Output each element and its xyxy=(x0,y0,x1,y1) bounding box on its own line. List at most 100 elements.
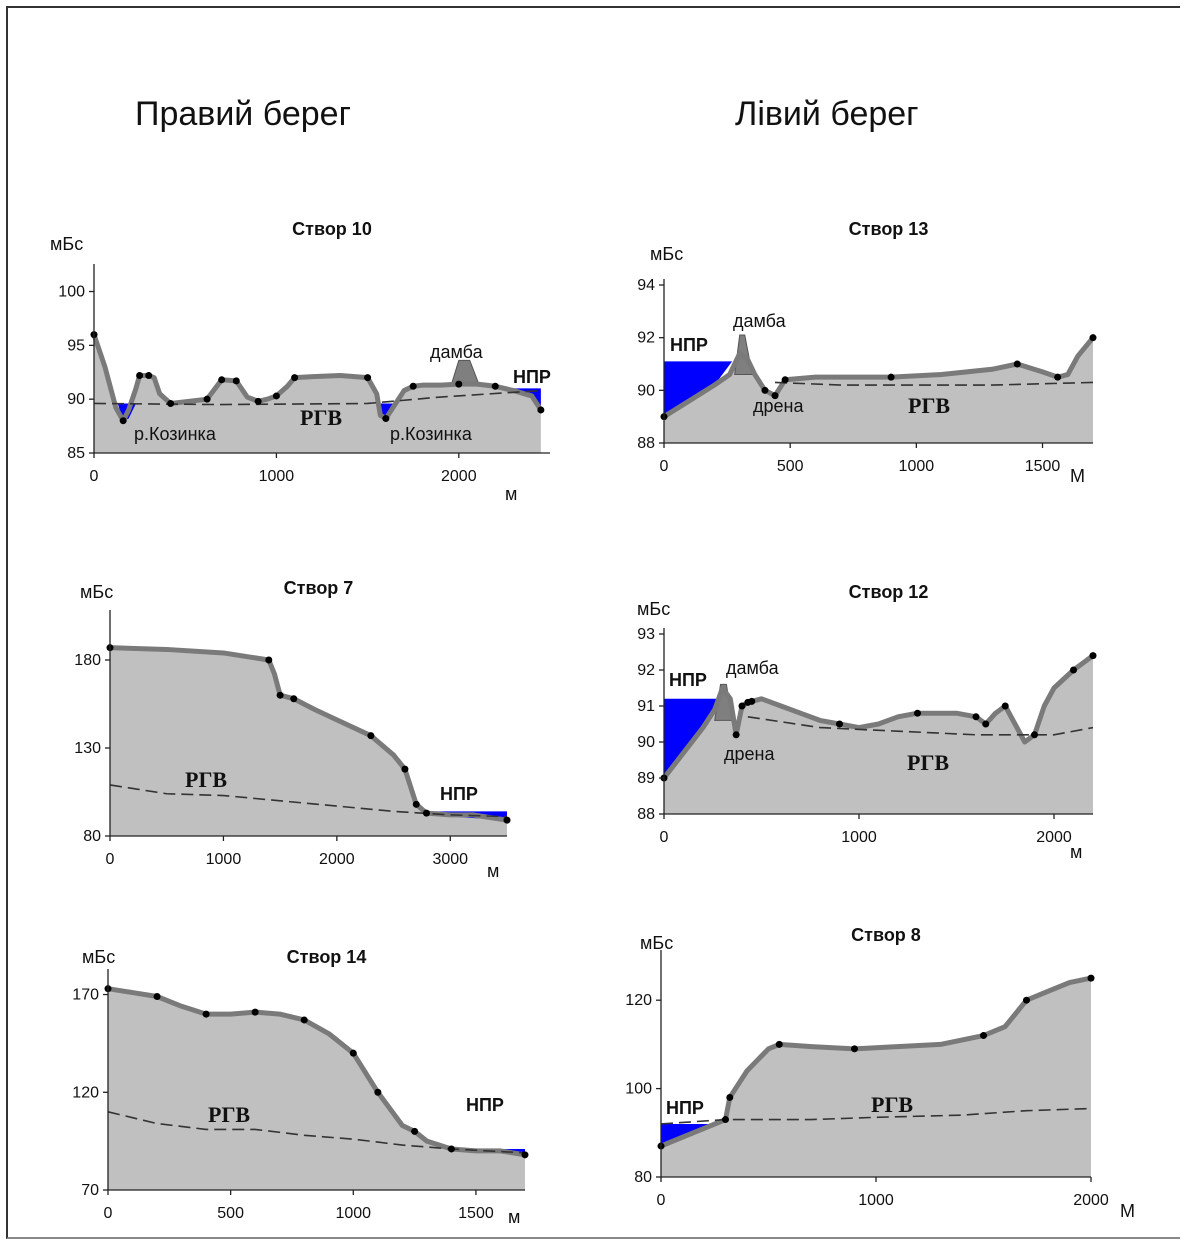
profile-point xyxy=(980,1032,987,1040)
dam-shape xyxy=(450,359,480,385)
heading-left-bank: Лівий берег xyxy=(735,95,919,133)
y-tick-label: 90 xyxy=(637,382,655,399)
profile-point xyxy=(1087,974,1095,982)
y-tick-label: 80 xyxy=(83,828,101,845)
rgv-line xyxy=(107,1111,526,1154)
chart-title: Створ 13 xyxy=(849,219,929,239)
profile-point xyxy=(914,709,921,717)
profile-point xyxy=(232,377,240,385)
y-tick-label: 180 xyxy=(74,652,101,669)
river-label: р.Козинка xyxy=(390,424,473,444)
x-tick-label: 1000 xyxy=(899,458,935,475)
profile-point xyxy=(412,800,420,808)
water-area xyxy=(661,1123,722,1147)
x-tick-label: 0 xyxy=(106,851,115,868)
profile-point xyxy=(748,697,756,705)
profile-point xyxy=(1031,731,1038,739)
profile-point xyxy=(409,382,417,390)
x-tick-label: 0 xyxy=(660,458,669,475)
y-tick-label: 90 xyxy=(637,734,655,751)
y-axis-label: мБс xyxy=(80,582,113,602)
profile-point xyxy=(851,1045,858,1053)
profile-point xyxy=(374,1088,382,1096)
profile-point xyxy=(738,702,746,710)
river-label: р.Козинка xyxy=(134,424,217,444)
water-area xyxy=(664,361,733,417)
chart-5: 70 120 170 0 500 1000 1500 Створ 14 мБс м НПР РГВ xyxy=(72,947,529,1227)
y-axis-label: мБс xyxy=(640,933,673,953)
chart-title: Створ 8 xyxy=(851,925,921,945)
y-tick-label: 120 xyxy=(625,992,652,1009)
figure-frame xyxy=(6,6,1180,1239)
y-tick-label: 85 xyxy=(67,445,85,462)
x-tick-label: 1000 xyxy=(335,1205,371,1222)
x-tick-label: 1500 xyxy=(458,1205,494,1222)
profile-point xyxy=(732,731,740,739)
profile-point xyxy=(1023,996,1030,1004)
profile-point xyxy=(972,713,980,721)
profile-point xyxy=(887,373,895,381)
y-tick-label: 170 xyxy=(72,987,99,1004)
chart-title: Створ 7 xyxy=(284,578,354,598)
y-tick-label: 94 xyxy=(637,277,655,294)
ground-area xyxy=(110,647,507,836)
y-tick-label: 80 xyxy=(634,1169,652,1186)
profile-point xyxy=(503,816,511,824)
profile-point xyxy=(203,395,211,403)
x-tick-label: 0 xyxy=(90,468,99,485)
x-tick-label: 1000 xyxy=(259,468,295,485)
y-tick-label: 120 xyxy=(72,1084,99,1101)
dam-label: дамба xyxy=(430,342,484,362)
profile-point xyxy=(775,1040,783,1048)
chart-title: Створ 12 xyxy=(849,582,929,602)
profile-point xyxy=(1070,666,1077,674)
rgv-label: РГВ xyxy=(907,750,949,775)
profile-point xyxy=(455,380,463,388)
profile-point xyxy=(422,809,430,817)
x-tick-label: 1000 xyxy=(858,1192,894,1209)
x-tick-label: 500 xyxy=(777,458,804,475)
profile-point xyxy=(291,374,299,382)
ground-area xyxy=(94,334,541,453)
profile-point xyxy=(145,371,153,379)
npr-label: НПР xyxy=(513,367,551,387)
y-tick-label: 130 xyxy=(74,740,101,757)
y-axis-label: мБс xyxy=(637,599,670,619)
x-unit-label: М xyxy=(1070,466,1085,486)
profile-point xyxy=(1089,334,1097,342)
y-axis-label: мБс xyxy=(50,234,83,254)
dam-label: дамба xyxy=(733,311,787,331)
y-tick-label: 70 xyxy=(81,1182,99,1199)
profile-line xyxy=(660,975,1092,1149)
profile-point xyxy=(722,1116,729,1124)
rgv-line xyxy=(93,389,541,406)
profile-line xyxy=(662,653,1095,780)
profile-point xyxy=(300,1016,308,1024)
profile-point xyxy=(781,376,789,384)
profile-point xyxy=(1054,373,1062,381)
rgv-line xyxy=(109,784,508,818)
profile-point xyxy=(1001,702,1009,710)
profile-point xyxy=(411,1127,419,1135)
profile-point xyxy=(726,1093,734,1101)
profile-point xyxy=(836,720,843,728)
profile-point xyxy=(290,695,298,703)
profile-point xyxy=(401,765,409,773)
y-tick-label: 92 xyxy=(637,662,655,679)
y-axis-label: мБс xyxy=(82,947,115,967)
profile-point xyxy=(982,720,990,728)
profile-point xyxy=(761,386,769,394)
profile-point xyxy=(1089,652,1097,660)
x-tick-label: 1000 xyxy=(841,829,877,846)
x-tick-label: 0 xyxy=(104,1205,113,1222)
profile-point xyxy=(537,406,545,414)
npr-label: НПР xyxy=(666,1098,704,1118)
profile-point xyxy=(251,1008,259,1016)
x-tick-label: 0 xyxy=(660,829,669,846)
rgv-line xyxy=(747,716,1094,736)
y-tick-label: 90 xyxy=(67,391,85,408)
x-tick-label: 3000 xyxy=(432,851,468,868)
chart-6: 80 100 120 0 1000 2000 Створ 8 мБс М НПР РГВ xyxy=(625,925,1135,1221)
chart-4: 88 89 90 91 92 93 0 1000 2000 Створ 12 мБс м дамба НП… xyxy=(637,582,1097,862)
